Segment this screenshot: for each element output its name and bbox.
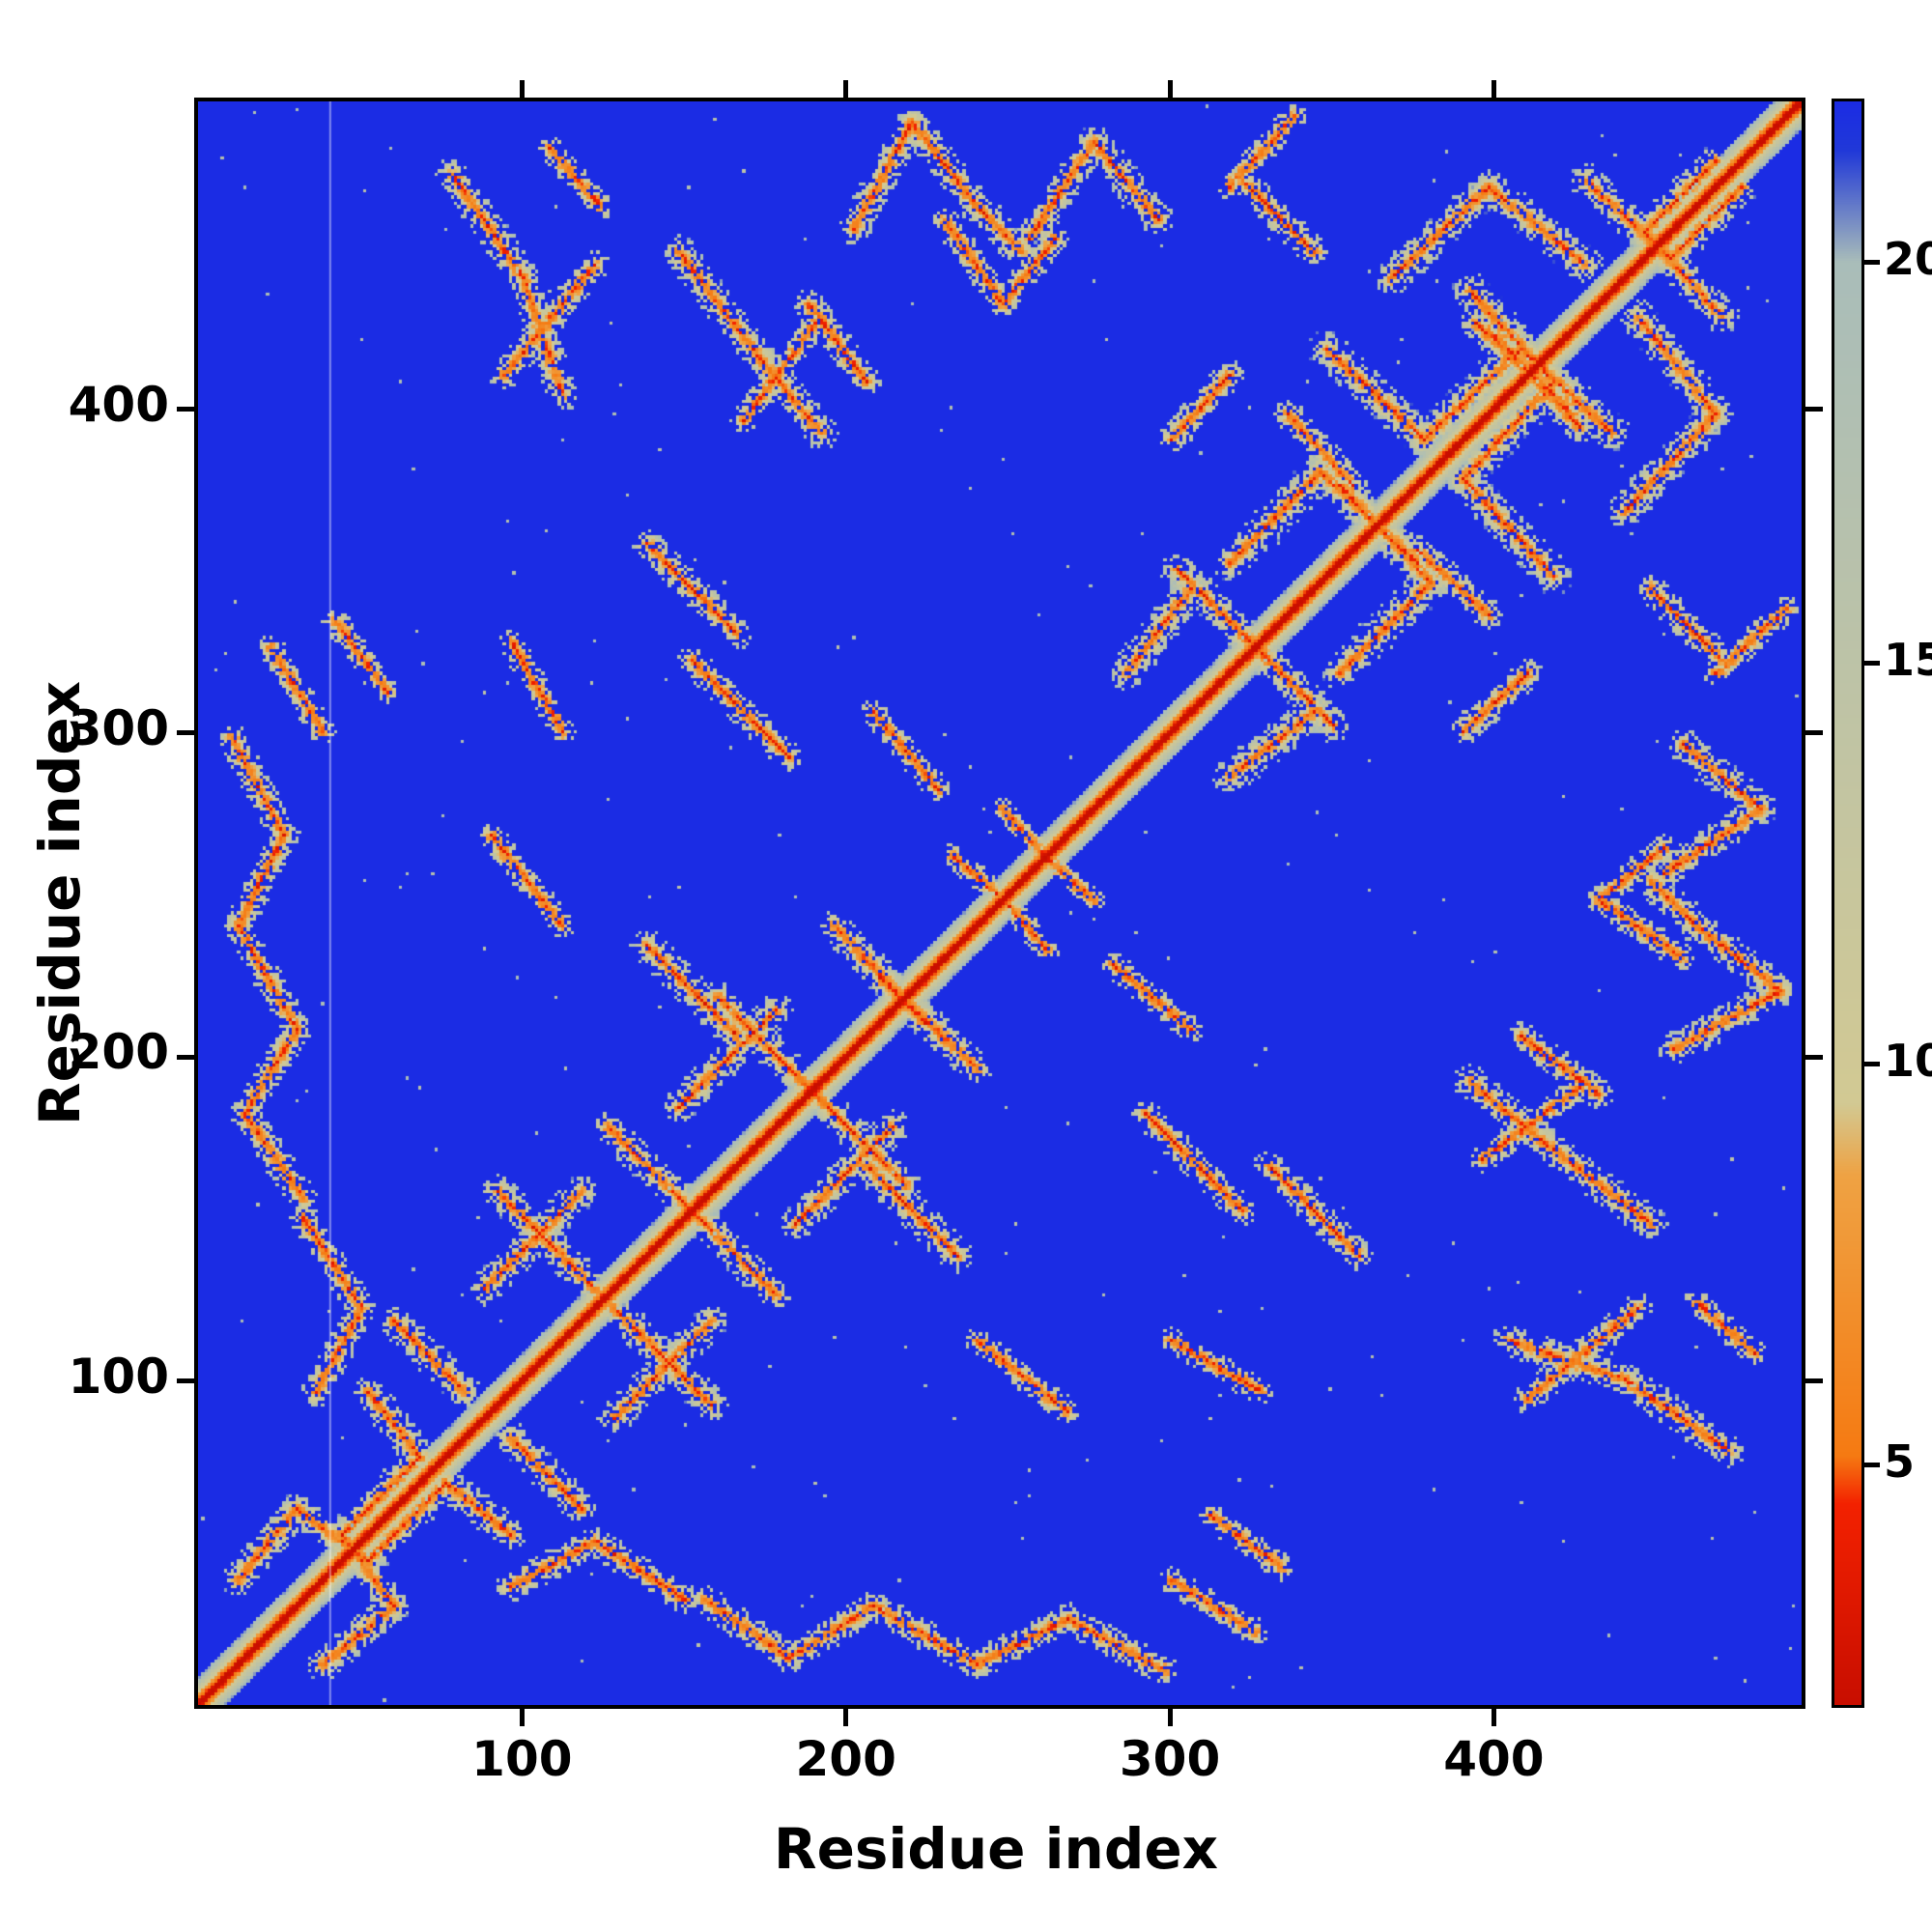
colorbar-tick-label: 15 (1884, 634, 1932, 686)
x-tickmark-bottom (1491, 1709, 1496, 1726)
x-tick-label: 400 (1443, 1731, 1545, 1787)
y-tickmark-right (1805, 407, 1823, 412)
y-tick-label: 200 (68, 1024, 169, 1081)
heatmap-canvas (198, 101, 1802, 1705)
x-tickmark-bottom (843, 1709, 849, 1726)
x-tick-label: 200 (795, 1731, 896, 1787)
colorbar-tick-label: 10 (1884, 1035, 1932, 1087)
colorbar-tickmark (1864, 259, 1880, 265)
colorbar-tick-label: 5 (1884, 1435, 1916, 1488)
x-tickmark-top (1167, 80, 1173, 98)
x-tickmark-top (1491, 80, 1496, 98)
y-tick-label: 400 (68, 376, 169, 433)
x-tickmark-top (843, 80, 849, 98)
y-tickmark-right (1805, 1054, 1823, 1060)
y-tick-label: 300 (68, 699, 169, 756)
colorbar-tickmark (1864, 660, 1880, 666)
x-tickmark-bottom (519, 1709, 525, 1726)
x-axis-label: Residue index (773, 1816, 1219, 1882)
colorbar-canvas (1834, 101, 1861, 1705)
colorbar-tickmark (1864, 1462, 1880, 1467)
x-tickmark-top (519, 80, 525, 98)
y-tick-label: 100 (68, 1348, 169, 1405)
colorbar-frame (1832, 99, 1864, 1708)
y-tickmark-right (1805, 730, 1823, 736)
y-tickmark-left (177, 730, 194, 736)
colorbar-tick-label: 20 (1884, 233, 1932, 285)
colorbar-tickmark (1864, 1061, 1880, 1066)
x-tickmark-bottom (1167, 1709, 1173, 1726)
y-tickmark-left (177, 1378, 194, 1384)
x-tick-label: 300 (1119, 1731, 1221, 1787)
y-tickmark-right (1805, 1378, 1823, 1384)
plot-frame (194, 98, 1805, 1709)
y-tickmark-left (177, 407, 194, 412)
y-tickmark-left (177, 1054, 194, 1060)
x-tick-label: 100 (471, 1731, 573, 1787)
